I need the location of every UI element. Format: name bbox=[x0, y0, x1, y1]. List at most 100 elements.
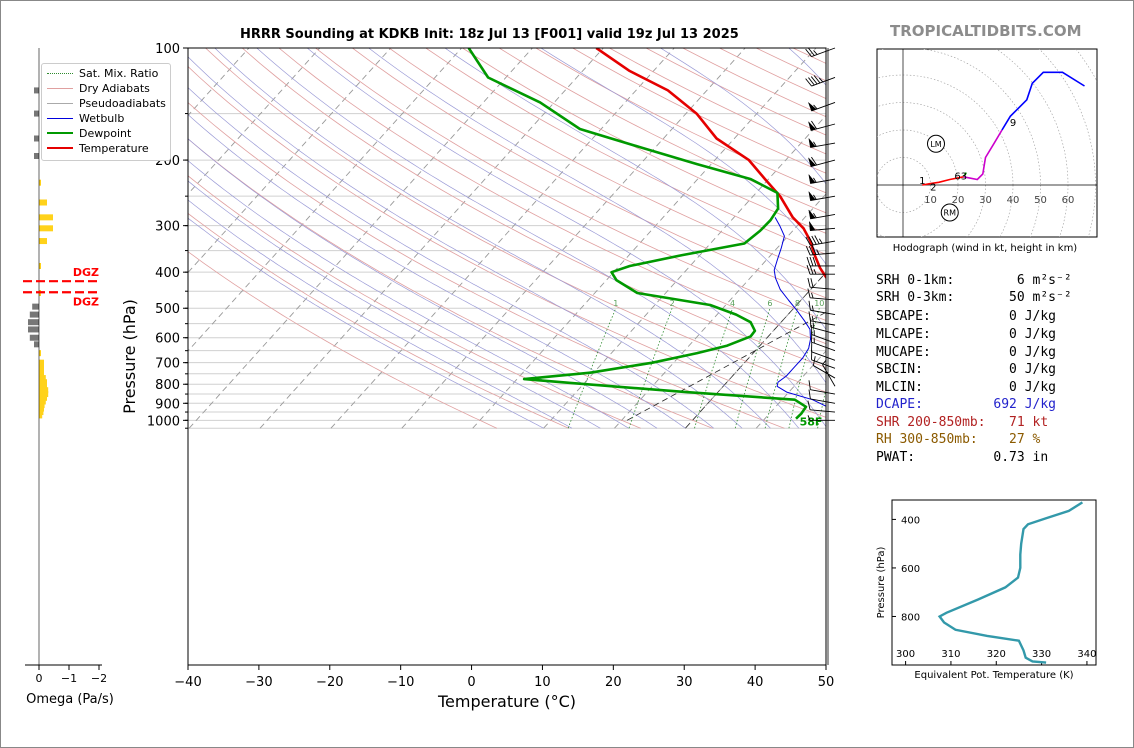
wind-barb bbox=[807, 400, 836, 413]
isotherm-line bbox=[614, 193, 826, 429]
omega-bar bbox=[34, 152, 39, 159]
hodograph-ring-label: 20 bbox=[952, 195, 965, 206]
omega-bar bbox=[34, 135, 39, 142]
legend-label: Temperature bbox=[79, 141, 149, 155]
theta-e-x-tick-label: 330 bbox=[1032, 649, 1051, 660]
barb-feather bbox=[808, 300, 811, 311]
surface-dewpoint-label: 58F bbox=[800, 416, 823, 429]
barb-staff bbox=[810, 297, 836, 301]
hodograph-ring-label: 30 bbox=[979, 195, 992, 206]
dry-adiabat-line bbox=[188, 66, 826, 418]
hodograph-segment bbox=[1001, 71, 1085, 131]
y-tick-label: 400 bbox=[155, 266, 180, 281]
hodograph-inner: 10 20 30 40 50 60 12 63 9 LM RM bbox=[877, 49, 1097, 237]
omega-bar bbox=[39, 412, 43, 419]
stat-srh1: SRH 0-1km: 6 m²s⁻² bbox=[876, 273, 1072, 288]
omega-bar bbox=[29, 334, 39, 341]
barb-half-feather bbox=[807, 415, 811, 421]
dry-adiabat-line bbox=[241, 48, 826, 368]
wind-barb bbox=[806, 265, 835, 275]
isotherm-line bbox=[685, 271, 826, 429]
wind-barb bbox=[808, 389, 836, 404]
stat-shear: SHR 200-850mb: 71 kt bbox=[876, 415, 1049, 430]
barb-staff bbox=[811, 77, 836, 87]
barb-staff bbox=[810, 240, 836, 246]
x-tick-label: −10 bbox=[387, 675, 414, 690]
legend-label: Pseudoadiabats bbox=[79, 96, 166, 110]
hodograph-height-label: 9 bbox=[1010, 118, 1016, 129]
omega-bar bbox=[34, 341, 39, 348]
skewt-axes: −40 −30 −20 −10 0 10 20 30 40 5010020030040050060… bbox=[120, 42, 834, 711]
wind-barb bbox=[808, 220, 836, 231]
omega-bar bbox=[39, 359, 44, 366]
barb-feather bbox=[805, 48, 812, 57]
barb-half-feather bbox=[813, 269, 817, 275]
dry-adiabat-line bbox=[188, 212, 569, 429]
dgz-label: DGZ bbox=[73, 295, 99, 308]
y-tick-label: 500 bbox=[155, 302, 180, 317]
x-tick-label: −30 bbox=[245, 675, 272, 690]
hodograph-ring-label: 10 bbox=[924, 195, 937, 206]
wind-barb bbox=[808, 173, 836, 184]
wind-barb bbox=[811, 332, 836, 352]
barb-feather bbox=[808, 245, 814, 255]
barb-staff bbox=[811, 341, 836, 352]
hodograph-panel: 10 20 30 40 50 60 12 63 9 LM RM Hodograph (wind in … bbox=[876, 48, 1098, 254]
omega-bar bbox=[32, 303, 39, 310]
barb-staff bbox=[822, 364, 836, 387]
omega-bar bbox=[39, 379, 47, 386]
legend-label: Sat. Mix. Ratio bbox=[79, 66, 159, 80]
y-tick-label: 700 bbox=[155, 357, 180, 372]
barb-feather bbox=[806, 256, 811, 267]
wind-barb bbox=[808, 380, 836, 395]
wind-barb bbox=[808, 209, 836, 220]
y-tick-label: 600 bbox=[155, 332, 180, 347]
barb-half-feather bbox=[813, 141, 817, 147]
dry-adiabat-line bbox=[352, 48, 826, 299]
x-tick-label: 20 bbox=[605, 675, 622, 690]
omega-tick-label: 0 bbox=[36, 672, 43, 685]
barb-feather bbox=[809, 265, 814, 275]
storm-motion-marker bbox=[940, 203, 959, 222]
hodograph-height-label: 63 bbox=[954, 171, 967, 182]
dry-adiabat-line bbox=[315, 48, 826, 321]
storm-motion-label: LM bbox=[930, 140, 941, 149]
stat-sbcin: SBCIN: 0 J/kg bbox=[876, 362, 1057, 377]
barb-staff bbox=[810, 309, 836, 316]
mixing-ratio-label: 4 bbox=[730, 299, 735, 308]
x-axis-title: Temperature (°C) bbox=[437, 692, 576, 711]
barb-half-feather bbox=[813, 104, 818, 110]
x-tick-label: 30 bbox=[676, 675, 693, 690]
theta-e-y-tick-label: 800 bbox=[901, 612, 920, 623]
moist-adiabat-line bbox=[256, 48, 800, 429]
mixing-ratio-label: 13 bbox=[841, 299, 851, 308]
dry-adiabat-line bbox=[188, 251, 498, 429]
barb-feather bbox=[805, 246, 811, 256]
dry-adiabat-line bbox=[462, 48, 826, 234]
omega-bar bbox=[39, 405, 44, 412]
profile-temperature bbox=[595, 48, 826, 280]
legend-item: Wetbulb bbox=[47, 111, 124, 125]
hodograph-ring-label: 40 bbox=[1007, 195, 1020, 206]
theta-e-frame bbox=[891, 499, 1097, 666]
omega-bar bbox=[39, 383, 47, 390]
omega-bar bbox=[39, 225, 53, 232]
barb-half-feather bbox=[811, 305, 814, 311]
wind-barb bbox=[812, 356, 836, 379]
barb-feather bbox=[812, 256, 817, 267]
barb-staff bbox=[811, 351, 836, 361]
barb-staff bbox=[810, 326, 836, 335]
stat-pwat: PWAT: 0.73 in bbox=[876, 450, 1049, 465]
hodograph-height-label: 2 bbox=[930, 182, 936, 193]
barb-feather bbox=[807, 400, 811, 410]
barb-flag bbox=[808, 137, 816, 148]
y-tick-label: 1000 bbox=[147, 414, 180, 429]
omega-bar bbox=[39, 179, 41, 186]
omega-bar bbox=[39, 199, 47, 206]
moist-adiabat-line bbox=[188, 217, 544, 429]
barb-half-feather bbox=[811, 315, 814, 322]
barb-feather bbox=[807, 288, 811, 298]
isotherm-line bbox=[188, 48, 533, 429]
wind-barb bbox=[805, 75, 836, 87]
omega-bar bbox=[39, 402, 45, 409]
